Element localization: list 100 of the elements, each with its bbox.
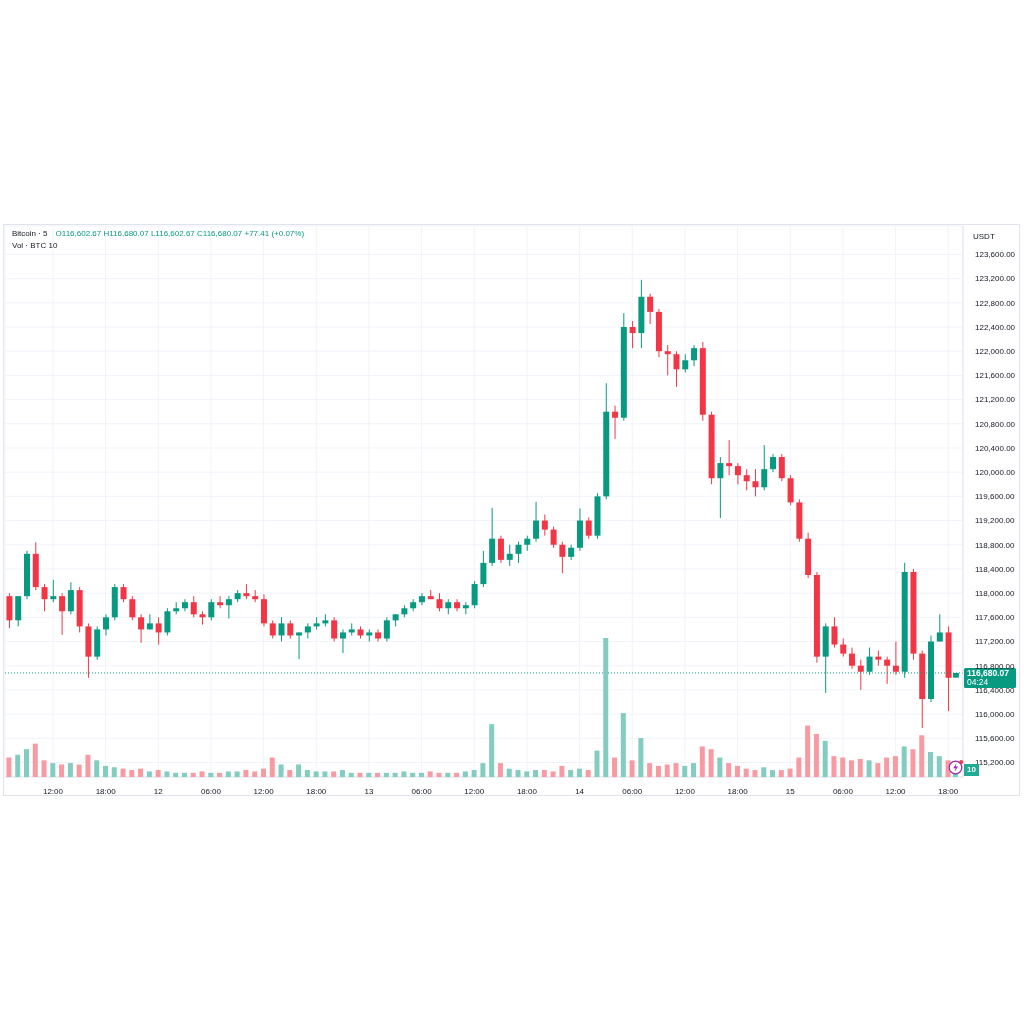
- candlestick: [533, 501, 540, 543]
- y-tick-label: 123,600.00: [975, 250, 1016, 260]
- bar: [375, 772, 381, 777]
- candlestick: [559, 541, 566, 574]
- candlestick: [857, 659, 864, 691]
- bar: [260, 768, 266, 777]
- bar: [67, 763, 73, 777]
- x-tick-label: 15: [785, 786, 796, 796]
- candlestick: [892, 641, 899, 676]
- bar: [691, 763, 697, 777]
- y-tick-label: 116,400.00: [975, 685, 1015, 695]
- candlestick: [339, 628, 346, 654]
- bar: [225, 771, 231, 777]
- candlestick: [515, 541, 522, 564]
- bar: [138, 768, 144, 777]
- bar: [892, 756, 898, 777]
- candlestick: [331, 616, 338, 643]
- bar: [541, 770, 547, 777]
- bar: [682, 765, 688, 777]
- candlestick: [761, 444, 768, 491]
- candlestick: [770, 453, 777, 473]
- bar: [796, 757, 802, 777]
- candlestick: [849, 647, 856, 670]
- y-tick-label: 117,200.00: [975, 637, 1015, 647]
- candlestick: [884, 656, 891, 685]
- candlestick: [752, 468, 759, 497]
- bar: [673, 763, 679, 777]
- chart-title: Bitcoin · 5: [12, 229, 48, 239]
- bar: [638, 738, 644, 777]
- bar: [313, 771, 319, 777]
- candlestick: [304, 622, 311, 639]
- bar: [462, 771, 468, 777]
- bar: [41, 760, 47, 777]
- bar: [936, 756, 942, 777]
- text: 04:24: [967, 677, 989, 688]
- bar: [866, 760, 872, 777]
- candlestick: [155, 616, 162, 646]
- candlestick: [50, 579, 57, 603]
- candlestick: [682, 353, 689, 373]
- candlestick: [541, 514, 548, 537]
- bar: [427, 771, 433, 777]
- bar: [822, 740, 828, 777]
- x-tick-label: 18:00: [727, 786, 749, 796]
- candlestick: [471, 580, 478, 609]
- y-tick-label: 122,000.00: [975, 347, 1016, 357]
- bar: [146, 771, 152, 777]
- bar: [252, 771, 258, 777]
- bar: [480, 763, 486, 777]
- bar: [506, 768, 512, 777]
- bar: [410, 772, 416, 777]
- candlestick: [278, 616, 285, 643]
- bar: [59, 764, 65, 777]
- bar: [655, 765, 661, 777]
- y-tick-label: 115,600.00: [975, 734, 1015, 744]
- y-tick-label: 118,400.00: [975, 564, 1015, 574]
- bar: [111, 767, 117, 777]
- bar: [181, 772, 187, 777]
- y-axis-title: USDT: [973, 232, 995, 242]
- candlestick: [550, 526, 557, 549]
- candlestick: [629, 320, 636, 349]
- x-tick-label: 13: [364, 786, 374, 796]
- candlestick: [120, 583, 127, 603]
- x-tick-label: 12:00: [253, 786, 275, 796]
- x-tick-label: 12:00: [885, 786, 907, 796]
- x-tick-label: 18:00: [306, 786, 327, 796]
- bar: [831, 756, 837, 777]
- candlestick: [102, 613, 109, 636]
- bar: [129, 770, 135, 777]
- bar: [533, 770, 539, 777]
- candlestick: [269, 619, 276, 639]
- bar: [550, 771, 556, 777]
- bar: [875, 763, 881, 777]
- bar: [787, 768, 793, 777]
- bar: [726, 763, 732, 777]
- candlestick: [217, 595, 224, 609]
- candlestick: [497, 535, 504, 564]
- candlestick: [480, 550, 487, 588]
- y-tick-label: 119,600.00: [975, 492, 1015, 502]
- bar: [559, 765, 565, 777]
- candlestick: [287, 619, 294, 639]
- bar: [524, 771, 530, 777]
- candlestick: [664, 344, 671, 376]
- bar: [366, 772, 372, 777]
- candlestick: [190, 595, 197, 618]
- bar: [919, 735, 925, 777]
- x-tick-label: 12:00: [42, 786, 64, 796]
- bar: [287, 770, 293, 777]
- candlestick: [181, 598, 188, 612]
- bar: [612, 757, 618, 777]
- bar: [357, 772, 363, 777]
- bar: [603, 638, 609, 777]
- candlestick: [164, 607, 171, 636]
- bar: [436, 772, 442, 777]
- y-tick-label: 119,200.00: [975, 516, 1015, 526]
- x-tick-label: 18:00: [516, 786, 538, 796]
- y-tick-label: 121,600.00: [975, 371, 1016, 381]
- x-tick-label: 06:00: [200, 786, 222, 796]
- x-tick-label: 18:00: [95, 786, 117, 796]
- bar: [928, 751, 934, 777]
- candlestick: [840, 637, 847, 658]
